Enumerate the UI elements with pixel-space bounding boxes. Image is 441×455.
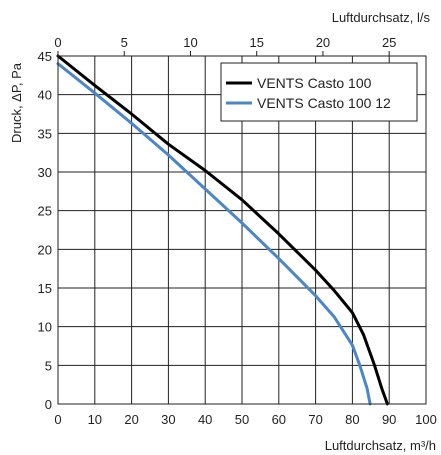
legend-box	[220, 62, 418, 122]
series-line-2	[56, 62, 372, 406]
x-tick-label: 90	[382, 412, 396, 427]
y-tick-label: 5	[45, 358, 52, 373]
legend-label-series-2: VENTS Casto 100 12	[257, 95, 391, 111]
plot-frame	[57, 55, 427, 405]
x-tick-label: 80	[345, 412, 359, 427]
x-axis-label-top: Luftdurchsatz, l/s	[332, 10, 431, 25]
y-tick-label: 45	[38, 49, 52, 64]
chart-ticks: 0 10 20 30 40 50 60 70 80 90 100051015202530354045…	[38, 35, 437, 427]
x-tick-label: 30	[161, 412, 175, 427]
y-tick-label: 35	[38, 126, 52, 141]
x-tick-label: 70	[308, 412, 322, 427]
x-tick-label: 10	[88, 412, 102, 427]
y-tick-label: 0	[45, 397, 52, 412]
y-tick-label: 15	[38, 281, 52, 296]
chart-series	[56, 54, 389, 406]
x-top-tick-label: 0	[54, 35, 61, 50]
x-tick-label: 100	[415, 412, 437, 427]
x-tick-label: 40	[198, 412, 212, 427]
x-top-tick-label: 15	[249, 35, 263, 50]
x-top-tick-label: 5	[121, 35, 128, 50]
x-tick-label: 0	[54, 412, 61, 427]
y-tick-label: 10	[38, 320, 52, 335]
y-tick-label: 20	[38, 242, 52, 257]
y-tick-label: 25	[38, 204, 52, 219]
y-tick-label: 30	[38, 165, 52, 180]
x-top-tick-label: 20	[316, 35, 330, 50]
x-top-tick-label: 25	[382, 35, 396, 50]
x-axis-label-bottom: Luftdurchsatz, m³/h	[325, 438, 436, 453]
x-top-tick-label: 10	[183, 35, 197, 50]
x-tick-label: 50	[235, 412, 249, 427]
series-line-1	[56, 54, 389, 406]
y-tick-label: 40	[38, 88, 52, 103]
x-tick-label: 60	[272, 412, 286, 427]
legend-label-series-1: VENTS Casto 100	[257, 75, 372, 91]
x-tick-label: 20	[124, 412, 138, 427]
y-axis-label: Druck, ΔP, Pa	[9, 62, 24, 143]
chart-legend: VENTS Casto 100 VENTS Casto 100 12	[220, 62, 418, 122]
